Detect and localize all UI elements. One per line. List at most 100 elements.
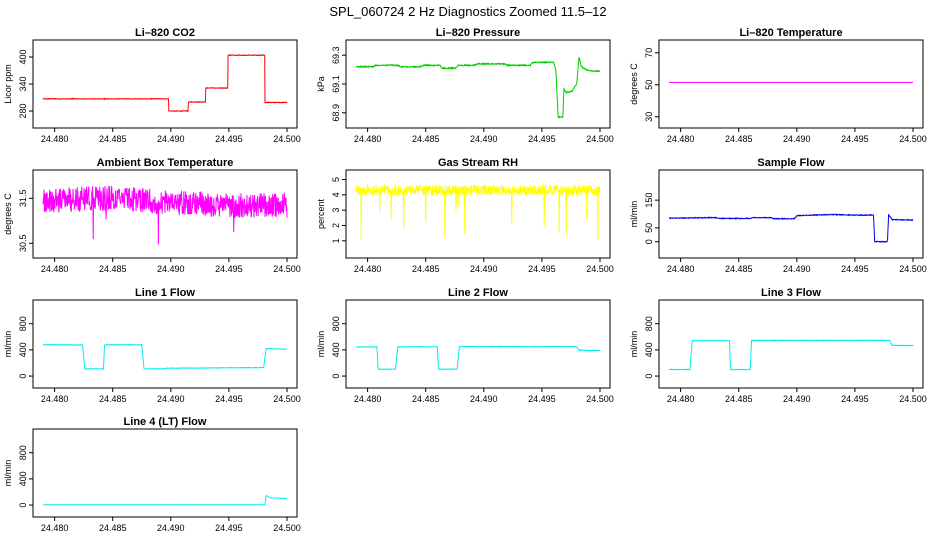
plot-frame (32, 39, 298, 129)
y-tick-label: 50 (644, 80, 654, 90)
panel-title: Li–820 Temperature (739, 27, 842, 39)
y-tick-label: 400 (18, 342, 28, 357)
y-tick-label: 0 (18, 503, 28, 508)
x-tick-label: 24.500 (899, 134, 927, 144)
y-tick-label: 3 (331, 208, 341, 213)
figure-title: SPL_060724 2 Hz Diagnostics Zoomed 11.5–… (329, 4, 606, 19)
series-line (355, 345, 601, 371)
y-axis-label: ml/min (3, 331, 13, 358)
x-tick-label: 24.485 (99, 523, 127, 533)
series-line (355, 56, 601, 119)
x-tick-label: 24.495 (215, 394, 243, 404)
x-tick-label: 24.500 (899, 264, 927, 274)
panel-title: Ambient Box Temperature (97, 157, 234, 169)
x-tick-label: 24.500 (586, 394, 614, 404)
plot-frame (32, 169, 298, 259)
y-tick-label: 4 (331, 192, 341, 197)
x-tick-label: 24.490 (470, 394, 498, 404)
x-tick-label: 24.490 (470, 134, 498, 144)
x-tick-label: 24.490 (470, 264, 498, 274)
y-axis-label: ml/min (3, 460, 13, 487)
series-line (355, 183, 601, 241)
y-tick-label: 70 (644, 48, 654, 58)
x-tick-label: 24.490 (783, 264, 811, 274)
y-tick-label: 400 (644, 342, 654, 357)
y-tick-label: 5 (331, 177, 341, 182)
y-axis-label: kPa (316, 76, 326, 92)
x-tick-label: 24.485 (725, 264, 753, 274)
panel-title: Line 3 Flow (761, 287, 821, 299)
panel-title: Li–820 CO2 (135, 27, 195, 39)
panel-title: Line 1 Flow (135, 287, 195, 299)
y-tick-label: 0 (644, 239, 654, 244)
plot-frame (32, 428, 298, 518)
y-tick-label: 280 (18, 103, 28, 118)
x-tick-label: 24.485 (99, 394, 127, 404)
panel-3: Li–820 Temperature 24.480 24.485 24.490 24.4… (629, 27, 927, 144)
y-axis-label: degrees C (3, 193, 13, 235)
y-tick-label: 400 (331, 342, 341, 357)
x-tick-label: 24.495 (215, 134, 243, 144)
y-tick-label: 0 (331, 374, 341, 379)
x-tick-label: 24.495 (528, 394, 556, 404)
y-tick-label: 800 (18, 316, 28, 331)
y-axis-label: percent (316, 198, 326, 229)
x-tick-label: 24.480 (354, 264, 382, 274)
x-tick-label: 24.485 (99, 134, 127, 144)
y-tick-label: 800 (18, 445, 28, 460)
panel-title: Line 2 Flow (448, 287, 508, 299)
series-line (42, 54, 288, 113)
series-line (668, 213, 914, 244)
x-tick-label: 24.500 (273, 264, 301, 274)
x-tick-label: 24.495 (841, 394, 869, 404)
x-tick-label: 24.500 (273, 134, 301, 144)
x-tick-label: 24.500 (586, 264, 614, 274)
y-tick-label: 0 (18, 374, 28, 379)
x-tick-label: 24.495 (528, 264, 556, 274)
x-tick-label: 24.490 (783, 394, 811, 404)
x-tick-label: 24.495 (215, 523, 243, 533)
panel-title: Li–820 Pressure (436, 27, 520, 39)
y-tick-label: 150 (644, 193, 654, 208)
x-tick-label: 24.480 (354, 394, 382, 404)
plot-frame (658, 169, 924, 259)
x-tick-label: 24.500 (586, 134, 614, 144)
x-tick-label: 24.480 (41, 394, 69, 404)
x-tick-label: 24.480 (354, 134, 382, 144)
x-tick-label: 24.485 (412, 264, 440, 274)
panel-6: Sample Flow 24.480 24.485 24.490 24.495 24.50… (629, 157, 927, 274)
x-tick-label: 24.480 (41, 264, 69, 274)
panel-title: Gas Stream RH (438, 157, 518, 169)
y-axis-label: degrees C (629, 63, 639, 105)
panel-title: Sample Flow (757, 157, 825, 169)
x-tick-label: 24.495 (215, 264, 243, 274)
panel-title: Line 4 (LT) Flow (124, 416, 207, 428)
x-tick-label: 24.485 (725, 134, 753, 144)
panel-grid: Li–820 CO2 24.480 24.485 24.490 24.495 24.500… (3, 27, 927, 533)
y-axis-label: Licor ppm (3, 64, 13, 104)
y-tick-label: 30.5 (18, 234, 28, 252)
x-tick-label: 24.490 (157, 523, 185, 533)
y-tick-label: 400 (18, 49, 28, 64)
y-tick-label: 68.9 (331, 104, 341, 122)
panel-10: Line 4 (LT) Flow 24.480 24.485 24.490 24.495… (3, 416, 301, 533)
x-tick-label: 24.485 (725, 394, 753, 404)
panel-2: Li–820 Pressure 24.480 24.485 24.490 24.495 2… (316, 27, 614, 144)
x-tick-label: 24.495 (841, 264, 869, 274)
x-tick-label: 24.490 (157, 134, 185, 144)
y-tick-label: 69.3 (331, 46, 341, 64)
panel-8: Line 2 Flow 24.480 24.485 24.490 24.495 24.50… (316, 287, 614, 404)
panel-9: Line 3 Flow 24.480 24.485 24.490 24.495 24.50… (629, 287, 927, 404)
y-tick-label: 31.5 (18, 189, 28, 207)
y-tick-label: 340 (18, 76, 28, 91)
plot-frame (345, 39, 611, 129)
x-tick-label: 24.480 (41, 523, 69, 533)
x-tick-label: 24.500 (273, 523, 301, 533)
y-tick-label: 400 (18, 471, 28, 486)
plot-frame (32, 299, 298, 389)
x-tick-label: 24.490 (157, 394, 185, 404)
y-tick-label: 800 (331, 316, 341, 331)
plot-frame (345, 299, 611, 389)
y-tick-label: 2 (331, 223, 341, 228)
